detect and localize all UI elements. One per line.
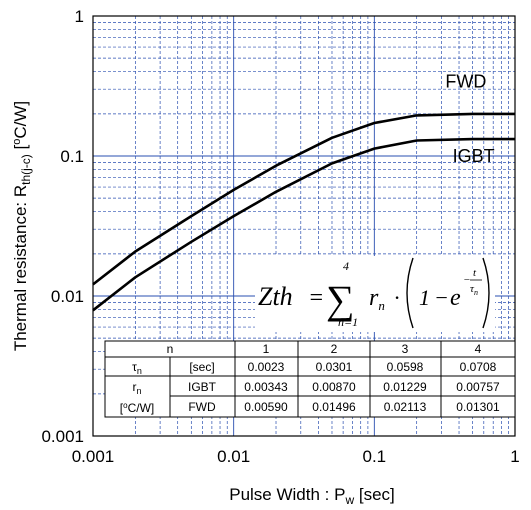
- x-tick-label: 0.01: [217, 447, 250, 466]
- table-r-unit: [oC/W]: [120, 401, 154, 415]
- table-cell: 0.01229: [383, 380, 427, 394]
- series-line-igbt: [92, 137, 515, 312]
- table-row-label-fwd: FWD: [188, 400, 216, 414]
- x-tick-label: 1: [510, 447, 519, 466]
- table-cell: 0.00757: [456, 380, 500, 394]
- axis-ticks: 0.001 0.01 0.1 1 0.001 0.01 0.1 1: [41, 7, 519, 466]
- formula-lhs: Zth: [258, 282, 293, 311]
- table-cell: 0.00870: [312, 380, 356, 394]
- table-r-symbol: rn: [132, 380, 141, 396]
- formula-exp-minus: −: [463, 274, 470, 286]
- formula-minus: −: [434, 285, 449, 310]
- formula-exp-denominator: τn: [470, 283, 478, 297]
- table-cell: 0.01301: [456, 400, 500, 414]
- formula-sigma: ∑: [326, 277, 355, 322]
- x-axis-title: Pulse Width : Pw [sec]: [229, 485, 395, 507]
- table-tau-unit: [sec]: [189, 360, 214, 374]
- formula-left-paren: [406, 257, 414, 329]
- formula-sigma-lower: n=1: [338, 315, 358, 329]
- series-label-fwd: FWD: [445, 72, 486, 92]
- formula-sigma-upper: 4: [343, 259, 349, 273]
- plot-frame: [92, 15, 516, 437]
- table-cell: 0.0598: [387, 360, 424, 374]
- series-line-fwd: [92, 112, 515, 286]
- formula-dot: ·: [394, 285, 400, 310]
- formula-one: 1: [419, 285, 430, 310]
- x-tick-label: 0.1: [363, 447, 387, 466]
- table-cell: 0.01496: [312, 400, 356, 414]
- table-cell: 0.0023: [248, 360, 285, 374]
- formula-e: e: [450, 285, 461, 311]
- table-cell: 0.00590: [244, 400, 288, 414]
- table-header-col: 2: [331, 342, 338, 356]
- table-row-label-igbt: IGBT: [188, 380, 217, 394]
- table-header-col: 3: [402, 342, 409, 356]
- y-axis-title: Thermal resistance: Rth(j-c) [oC/W]: [11, 101, 33, 351]
- table-tau-symbol: τn: [132, 360, 142, 376]
- x-tick-label: 0.001: [72, 447, 115, 466]
- series-layer: FWD IGBT: [92, 72, 515, 312]
- table-header-col: 1: [263, 342, 270, 356]
- formula-equals: =: [308, 285, 324, 311]
- series-label-igbt: IGBT: [453, 146, 495, 166]
- table-header-col: 4: [475, 342, 482, 356]
- formula-exp-numerator: t: [473, 267, 477, 279]
- y-tick-label: 1: [75, 7, 84, 26]
- table-cell: 0.00343: [244, 380, 288, 394]
- parameter-table: n 1 2 3 4 τn [sec] 0.0023 0.0301 0.0598 …: [104, 340, 516, 418]
- table-cell: 0.0708: [460, 360, 497, 374]
- y-tick-label: 0.1: [60, 147, 84, 166]
- table-cell: 0.0301: [316, 360, 353, 374]
- formula-right-paren: [482, 257, 490, 329]
- y-tick-label: 0.001: [41, 427, 84, 446]
- table-header-n: n: [167, 342, 174, 356]
- table-cell: 0.02113: [384, 400, 427, 414]
- y-tick-label: 0.01: [51, 287, 84, 306]
- zth-formula: Zth = ∑ 4 n=1 rn · 1 − e − t τn: [255, 256, 495, 332]
- formula-r: rn: [369, 285, 385, 313]
